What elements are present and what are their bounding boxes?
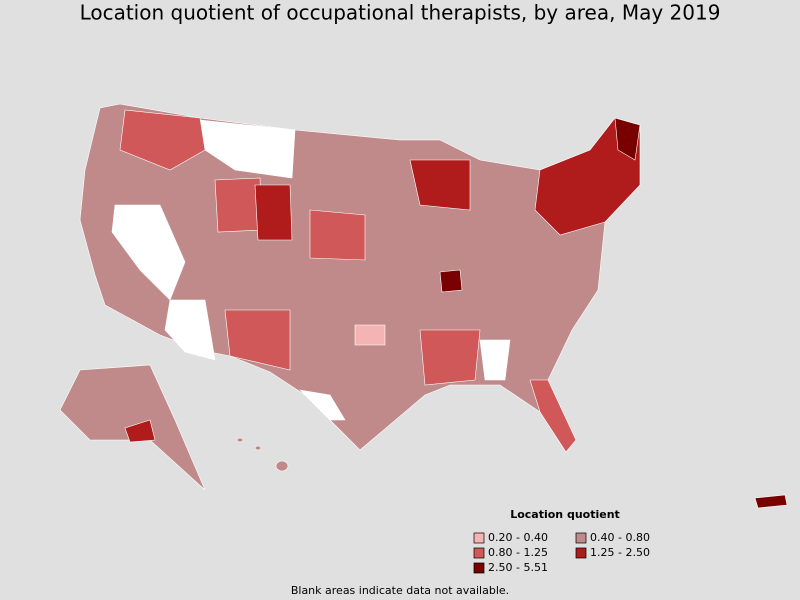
area bbox=[529, 379, 577, 453]
legend-title: Location quotient bbox=[510, 508, 620, 521]
area bbox=[119, 109, 206, 171]
footnote: Blank areas indicate data not available. bbox=[291, 584, 509, 597]
blank-area bbox=[164, 299, 216, 361]
legend-swatch bbox=[575, 547, 587, 559]
area bbox=[224, 309, 291, 371]
area bbox=[419, 329, 481, 386]
map-areas bbox=[59, 103, 788, 509]
area bbox=[409, 159, 471, 211]
legend-label: 0.80 - 1.25 bbox=[488, 546, 548, 559]
area bbox=[254, 184, 293, 241]
blank-area bbox=[479, 339, 511, 381]
legend-swatch bbox=[575, 532, 587, 544]
hawaii bbox=[236, 437, 244, 443]
map-title: Location quotient of occupational therap… bbox=[80, 1, 721, 25]
legend-label: 0.20 - 0.40 bbox=[488, 531, 548, 544]
legend-swatch bbox=[473, 532, 485, 544]
legend-swatch bbox=[473, 562, 485, 574]
legend: 0.20 - 0.40 0.40 - 0.80 0.80 - 1.25 1.25 - … bbox=[473, 531, 650, 574]
area bbox=[354, 324, 386, 346]
puerto-rico bbox=[754, 494, 788, 509]
area bbox=[614, 117, 641, 161]
area bbox=[534, 117, 641, 236]
hawaii bbox=[275, 460, 289, 472]
blank-area bbox=[299, 389, 346, 421]
legend-label: 0.40 - 0.80 bbox=[590, 531, 650, 544]
area bbox=[124, 419, 156, 443]
hawaii bbox=[254, 445, 262, 451]
legend-label: 2.50 - 5.51 bbox=[488, 561, 548, 574]
legend-swatch bbox=[473, 547, 485, 559]
area bbox=[309, 209, 366, 261]
legend-label: 1.25 - 2.50 bbox=[590, 546, 650, 559]
area bbox=[439, 269, 463, 293]
